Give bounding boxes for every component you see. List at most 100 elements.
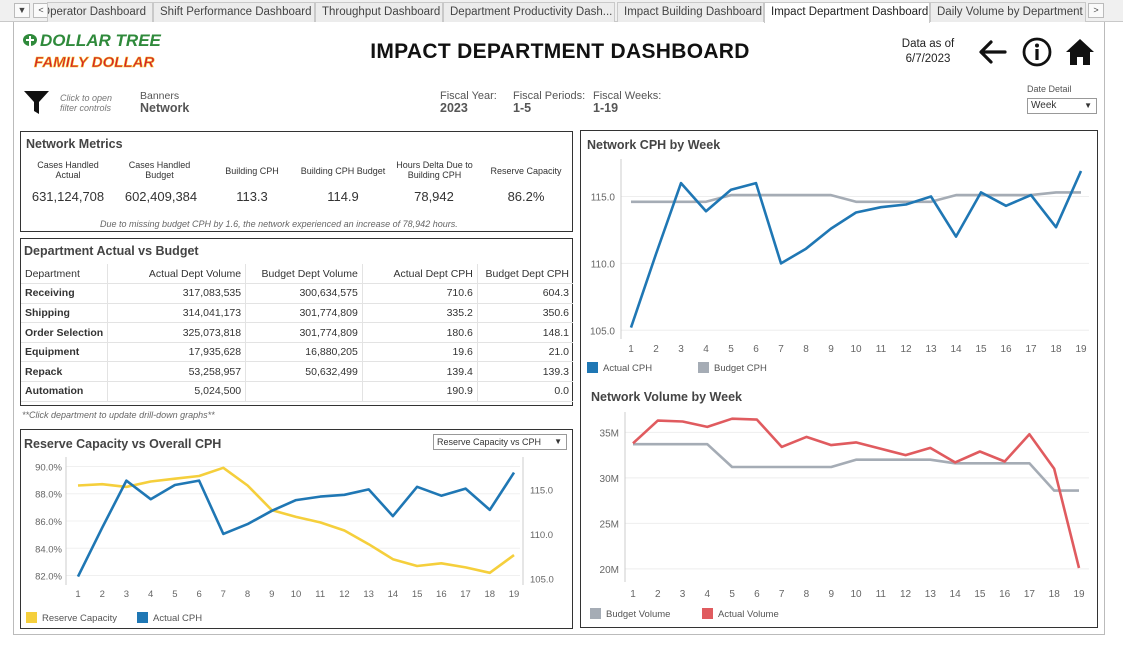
data-as-of-label: Data as of	[901, 38, 955, 50]
y-tick-label: 35M	[600, 428, 619, 439]
x-tick-label: 13	[925, 344, 937, 355]
actual-volume-cell: 17,935,628	[107, 342, 247, 363]
department-table: Department Actual Dept Volume Budget Dep…	[21, 264, 573, 402]
x-tick-label: 18	[1049, 589, 1061, 600]
y-tick-label: 25M	[600, 519, 619, 530]
table-row[interactable]: Equipment 17,935,628 16,880,205 19.6 21.…	[21, 342, 573, 363]
legend-label-budget-cph: Budget CPH	[714, 363, 767, 374]
y-tick-label: 105.0	[590, 326, 615, 337]
metric-value-reserve-capacity: 86.2%	[507, 189, 545, 204]
x-tick-label: 8	[245, 589, 250, 600]
reserve-chart-selector-value: Reserve Capacity vs CPH	[437, 437, 542, 447]
reserve-chart-selector[interactable]: Reserve Capacity vs CPH ▼	[433, 434, 567, 450]
x-tick-label: 17	[460, 589, 471, 600]
legend-swatch-reserve	[26, 612, 37, 623]
legend-label-actual-cph: Actual CPH	[153, 613, 203, 624]
budget-cph-cell: 0.0	[477, 381, 573, 402]
x-tick-label: 3	[680, 589, 686, 600]
fiscal-weeks-label: Fiscal Weeks:	[593, 90, 662, 102]
x-tick-label: 16	[1000, 344, 1012, 355]
banners-value: Network	[140, 101, 190, 115]
tab-department-productivity[interactable]: Department Productivity Dash...	[443, 2, 615, 22]
legend-actual-cph: Actual CPH	[587, 362, 652, 374]
x-tick-label: 4	[148, 589, 153, 600]
y-tick-label: 110.0	[591, 259, 616, 270]
data-as-of-date: 6/7/2023	[905, 53, 951, 65]
table-row[interactable]: Automation 5,024,500 190.9 0.0	[21, 381, 573, 402]
tab-daily-volume[interactable]: Daily Volume by Department	[930, 2, 1086, 22]
table-row[interactable]: Order Selection 325,073,818 301,774,809 …	[21, 322, 573, 343]
table-row[interactable]: Repack 53,258,957 50,632,499 139.4 139.3	[21, 361, 573, 383]
actual-cph-cell: 710.6	[362, 283, 478, 304]
legend-budget-volume: Budget Volume	[590, 608, 670, 620]
tab-shift-performance[interactable]: Shift Performance Dashboard	[153, 2, 315, 22]
sheet-tab-bar: ▼ < Operator Dashboard Shift Performance…	[0, 0, 1123, 23]
x-tick-label: 5	[728, 344, 734, 355]
dept-cell[interactable]: Equipment	[21, 342, 109, 363]
dashboard-frame	[13, 22, 1105, 635]
reserve-actual-cph-line	[76, 471, 516, 578]
home-icon[interactable]	[1064, 36, 1096, 68]
fiscal-periods-value: 1-5	[513, 101, 532, 115]
x-tick-label: 3	[678, 344, 684, 355]
data-as-of: Data as of 6/7/2023	[890, 37, 966, 67]
x-tick-label: 19	[1073, 589, 1085, 600]
metric-label-building-cph-budget: Building CPH Budget	[300, 166, 386, 176]
x-tick-label: 11	[315, 589, 325, 600]
filter-hint: Click to open filter controls	[60, 93, 112, 113]
info-icon[interactable]	[1021, 36, 1053, 68]
filter-icon[interactable]	[23, 89, 50, 116]
reserve-capacity-panel	[20, 429, 573, 629]
legend-actual-volume: Actual Volume	[702, 608, 779, 620]
network-metrics-note: Due to missing budget CPH by 1.6, the ne…	[100, 219, 458, 229]
y-tick-label-right: 110.0	[530, 530, 553, 541]
dept-cell[interactable]: Automation	[21, 381, 109, 402]
x-tick-label: 11	[876, 344, 887, 355]
table-row[interactable]: Receiving 317,083,535 300,634,575 710.6 …	[21, 283, 573, 304]
tab-scroll-right-button[interactable]: >	[1088, 3, 1104, 18]
actual-cph-cell: 139.4	[362, 361, 478, 383]
x-tick-label: 12	[900, 589, 912, 600]
x-tick-label: 3	[124, 589, 129, 600]
banners-label: Banners	[140, 90, 180, 102]
dept-cell[interactable]: Repack	[21, 361, 109, 383]
tab-impact-department[interactable]: Impact Department Dashboard	[764, 2, 930, 23]
x-tick-label: 12	[339, 589, 350, 600]
date-detail-select[interactable]: Week ▼	[1027, 98, 1097, 114]
x-tick-label: 16	[436, 589, 447, 600]
x-tick-label: 1	[630, 589, 636, 600]
date-detail-label: Date Detail	[1027, 84, 1072, 94]
network-volume-title: Network Volume by Week	[591, 390, 742, 404]
budget-volume-cell: 50,632,499	[245, 361, 363, 383]
x-tick-label: 10	[291, 589, 302, 600]
dept-cell[interactable]: Order Selection	[21, 322, 109, 343]
table-row[interactable]: Shipping 314,041,173 301,774,809 335.2 3…	[21, 303, 573, 324]
tab-impact-building[interactable]: Impact Building Dashboard	[617, 2, 764, 22]
budget-volume-cell: 301,774,809	[245, 303, 363, 324]
dept-cell[interactable]: Shipping	[21, 303, 109, 324]
actual-cph-cell: 19.6	[362, 342, 478, 363]
actual-volume-cell: 317,083,535	[107, 283, 247, 304]
fiscal-periods-label: Fiscal Periods:	[513, 90, 586, 102]
legend-label-reserve: Reserve Capacity	[42, 613, 117, 624]
tab-menu-dropdown[interactable]: ▼	[14, 3, 30, 18]
chevron-down-icon: ▼	[1084, 101, 1092, 110]
metric-label-reserve-capacity: Reserve Capacity	[490, 166, 562, 176]
budget-volume-cell	[245, 381, 363, 402]
y-tick-label-right: 105.0	[530, 574, 554, 585]
col-header-actual-cph: Actual Dept CPH	[362, 264, 478, 285]
x-tick-label: 11	[876, 589, 887, 600]
x-tick-label: 13	[925, 589, 937, 600]
tab-operator-dashboard[interactable]: Operator Dashboard	[47, 2, 153, 22]
x-tick-label: 9	[828, 344, 834, 355]
x-tick-label: 19	[1075, 344, 1087, 355]
x-tick-label: 6	[196, 589, 201, 600]
x-tick-label: 14	[388, 589, 399, 600]
tab-throughput[interactable]: Throughput Dashboard	[315, 2, 443, 22]
back-arrow-icon[interactable]	[977, 36, 1009, 68]
budget-cph-cell: 139.3	[477, 361, 573, 383]
dept-cell[interactable]: Receiving	[21, 283, 109, 304]
y-tick-label: 115.0	[591, 192, 616, 203]
right-charts-panel	[580, 130, 1098, 628]
